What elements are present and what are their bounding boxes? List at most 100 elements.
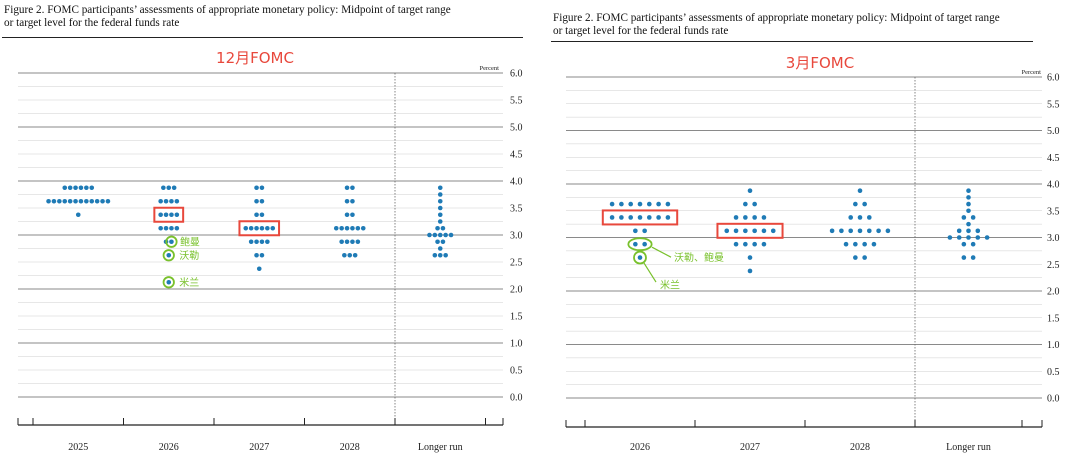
- y-tick-label: 3.5: [510, 204, 523, 215]
- dot-2027: [724, 228, 730, 234]
- x-tick-label: Longer run: [418, 442, 463, 453]
- dot-2027: [761, 228, 767, 234]
- annotation-circle: [162, 276, 175, 289]
- y-tick-label: 5.5: [510, 96, 523, 107]
- annotation-label: 米兰: [179, 276, 199, 289]
- dot-longer-run: [961, 255, 967, 260]
- dot-longer-run: [966, 235, 971, 240]
- dot-2028: [853, 241, 858, 247]
- annotation-label: 沃勒、鲍曼: [674, 251, 724, 264]
- y-tick-label: 4.5: [510, 150, 523, 161]
- y-tick-label: 3.0: [510, 231, 523, 242]
- dot-longer-run: [984, 235, 990, 240]
- dot-2026: [656, 201, 661, 207]
- dot-2028: [344, 225, 350, 231]
- dot-2026: [647, 215, 652, 220]
- dots: [609, 188, 990, 274]
- y-tick-label: 0.5: [510, 366, 523, 377]
- dot-2027: [752, 201, 757, 207]
- dot-2027: [259, 212, 265, 218]
- dot-2025: [57, 198, 62, 204]
- dot-longer-run: [437, 205, 443, 211]
- dot-2025: [62, 198, 68, 204]
- dot-2028: [339, 225, 344, 231]
- dot-longer-run: [956, 228, 962, 234]
- median-highlight-box: [716, 222, 784, 239]
- dot-2027: [259, 225, 265, 231]
- dot-2028: [885, 228, 891, 234]
- dot-longer-run: [435, 225, 440, 231]
- dot-2025: [78, 198, 84, 204]
- y-tick-label: 1.0: [1047, 340, 1060, 351]
- dot-longer-run: [437, 185, 443, 191]
- dot-longer-run: [966, 208, 971, 214]
- annotation-label: 米兰: [660, 279, 680, 292]
- dot-longer-run: [437, 212, 443, 218]
- dot-2027: [259, 185, 265, 191]
- dot-2028: [344, 198, 350, 204]
- dot-2025: [73, 185, 78, 191]
- dot-2026: [642, 241, 647, 247]
- dot-2026: [169, 212, 174, 218]
- dot-longer-run: [966, 201, 971, 207]
- dot-2028: [857, 228, 863, 234]
- figure-title-line-2: or target level for the federal funds ra…: [553, 24, 729, 37]
- dots: [46, 185, 454, 285]
- dot-2027: [743, 228, 748, 234]
- x-tick-label: 2026: [159, 442, 179, 453]
- dot-2027: [733, 215, 739, 220]
- dot-2025: [94, 198, 100, 204]
- march-figure-title: Figure 2. FOMC participants’ assessments…: [553, 12, 1000, 37]
- y-tick-label: 2.5: [1047, 260, 1060, 271]
- dot-2025: [78, 185, 84, 191]
- dot-2028: [355, 225, 361, 231]
- figure-title-line-1: Figure 2. FOMC participants’ assessments…: [4, 4, 451, 16]
- dot-2025: [51, 198, 57, 204]
- dot-2028: [871, 241, 877, 247]
- annotation-leader-line: [643, 262, 657, 283]
- y-tick-label: 6.0: [1047, 73, 1060, 84]
- dot-2027: [254, 198, 259, 204]
- annotation-label: 鲍曼: [180, 236, 200, 249]
- dot-2027: [733, 241, 739, 247]
- dot-2026: [169, 225, 174, 231]
- median-highlight-box: [153, 206, 185, 223]
- x-tick-label: 2025: [68, 442, 88, 453]
- dot-longer-run: [961, 215, 967, 220]
- y-tick-label: 2.0: [510, 285, 523, 296]
- dot-2028: [355, 239, 361, 245]
- dot-2026: [169, 239, 174, 245]
- y-axis-unit-label: Percent: [480, 65, 500, 72]
- dot-2025: [89, 198, 95, 204]
- dot-longer-run: [970, 215, 976, 220]
- dot-longer-run: [437, 198, 443, 204]
- dot-2027: [248, 239, 254, 245]
- dot-longer-run: [975, 235, 981, 240]
- dot-2026: [166, 252, 172, 258]
- dot-2025: [75, 212, 81, 218]
- dot-2028: [360, 225, 366, 231]
- dot-2026: [158, 212, 163, 218]
- dot-longer-run: [432, 232, 438, 238]
- dot-2027: [265, 239, 270, 245]
- dot-longer-run: [437, 219, 443, 224]
- dot-2028: [347, 252, 353, 258]
- title-rule: [551, 41, 1033, 42]
- annotation-ellipse: [627, 237, 653, 252]
- dot-2027: [254, 252, 259, 258]
- annotation-leader-line: [651, 246, 672, 258]
- dot-2026: [163, 212, 169, 218]
- dot-longer-run: [956, 235, 962, 240]
- dot-2027: [254, 239, 259, 245]
- dot-2027: [243, 225, 249, 231]
- dot-2028: [862, 255, 867, 260]
- dot-2025: [46, 198, 51, 204]
- y-axis-unit-label: Percent: [1022, 69, 1042, 76]
- meeting-label: 12月FOMC: [216, 49, 294, 67]
- x-tick-label: 2028: [340, 442, 360, 453]
- dot-2028: [352, 252, 358, 258]
- dot-longer-run: [427, 232, 432, 238]
- dot-2028: [848, 228, 853, 234]
- y-tick-label: 0.0: [1047, 394, 1060, 405]
- dot-2025: [84, 198, 89, 204]
